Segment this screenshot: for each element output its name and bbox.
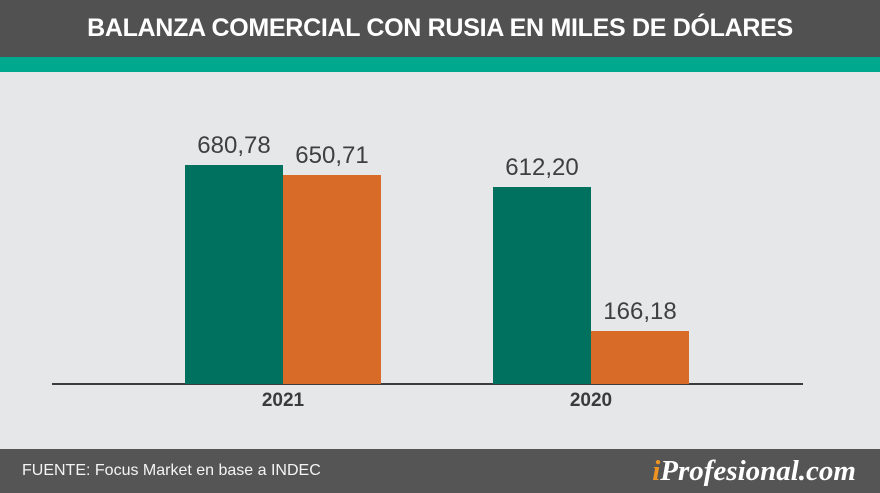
bar-value-orange-2021: 650,71: [295, 142, 369, 169]
bar-green-2021: [185, 165, 283, 384]
plot-area: 680,78 650,71 2021 612,20 166,18 2020: [0, 72, 880, 449]
bar-value-green-2020: 612,20: [505, 154, 579, 181]
bar-green-2020: [493, 187, 591, 384]
logo-rest: Profesional.com: [660, 454, 856, 487]
bar-value-orange-2020: 166,18: [603, 298, 677, 325]
logo-prefix: i: [652, 454, 661, 487]
header-bar: BALANZA COMERCIAL CON RUSIA EN MILES DE …: [0, 0, 880, 57]
bar-orange-2021: [283, 175, 381, 384]
category-label-2021: 2021: [261, 390, 305, 411]
source-credit: FUENTE: Focus Market en base a INDEC: [22, 462, 321, 479]
category-label-2020: 2020: [569, 390, 613, 411]
bar-orange-2020: [591, 331, 689, 384]
x-axis-line: [52, 383, 803, 385]
bar-value-green-2021: 680,78: [197, 132, 271, 159]
teal-accent-stripe: [0, 57, 880, 72]
chart-title: BALANZA COMERCIAL CON RUSIA EN MILES DE …: [87, 14, 793, 42]
footer-bar: FUENTE: Focus Market en base a INDEC iPr…: [0, 449, 880, 493]
iprofesional-logo: iProfesional.com: [652, 455, 856, 488]
